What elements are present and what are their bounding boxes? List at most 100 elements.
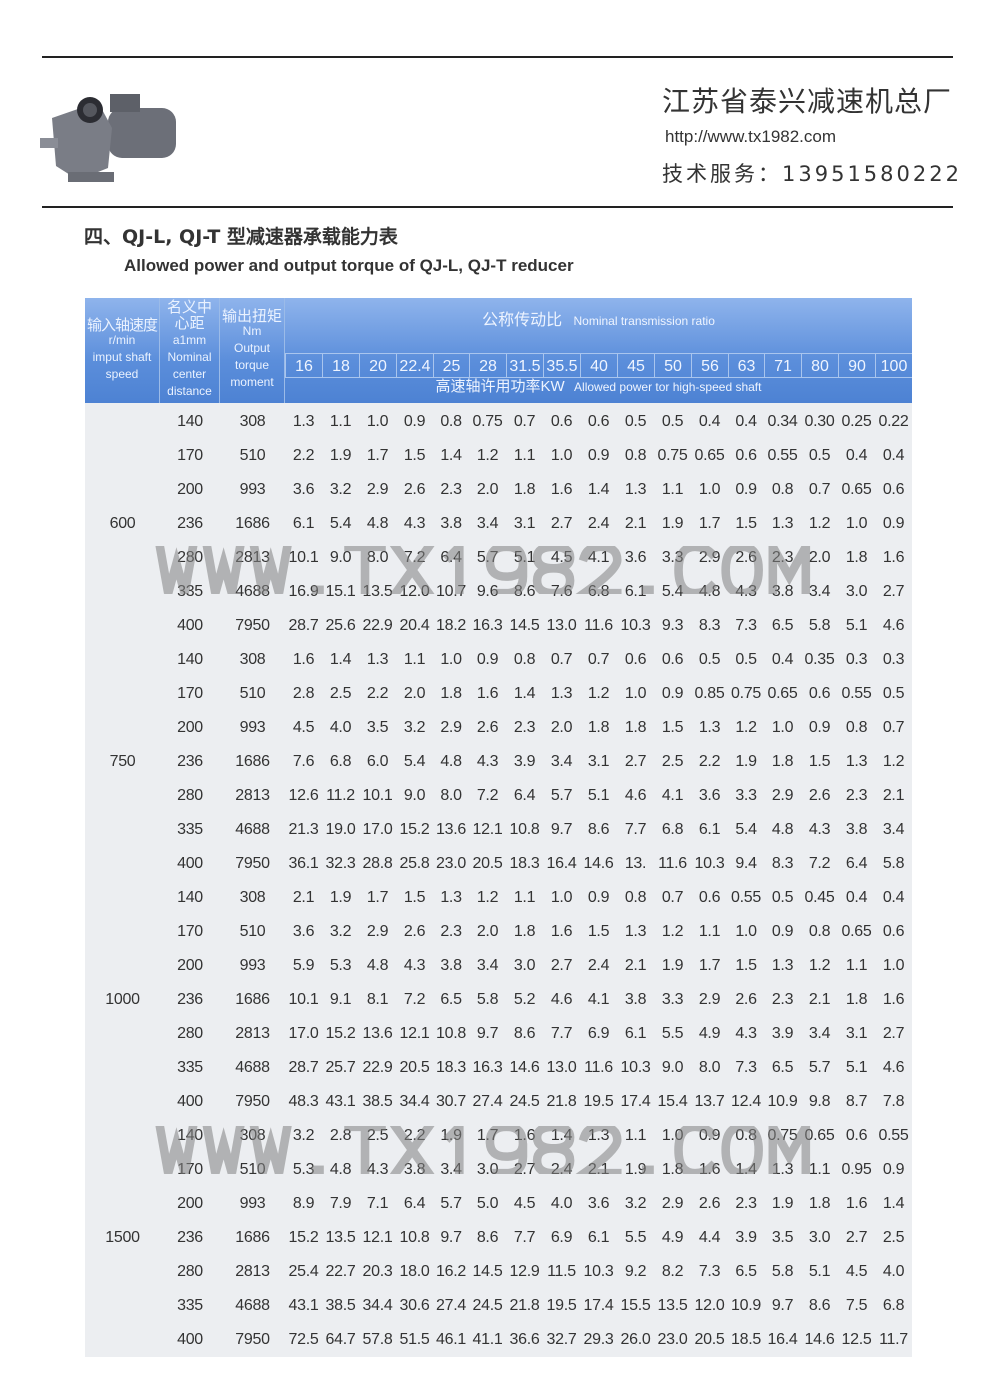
power-cell: 0.65 <box>804 1127 835 1144</box>
website-link[interactable]: http://www.tx1982.com <box>665 127 837 146</box>
top-rule <box>42 56 953 58</box>
power-cell: 25.4 <box>288 1263 319 1280</box>
power-cell: 8.1 <box>366 991 389 1008</box>
power-cell: 0.8 <box>440 413 462 430</box>
header-text: speed <box>105 367 139 381</box>
power-cell: 2.4 <box>550 1161 573 1178</box>
power-cell: 6.4 <box>513 787 536 804</box>
power-cell: 10.3 <box>620 617 651 634</box>
power-cell: 3.4 <box>550 753 573 770</box>
header-text: moment <box>230 375 274 389</box>
power-cell: 1.9 <box>440 1127 462 1144</box>
power-cell: 5.1 <box>845 1059 868 1076</box>
power-cell: 17.4 <box>620 1093 651 1110</box>
power-cell: 1.5 <box>808 753 831 770</box>
power-cell: 2.1 <box>292 889 315 906</box>
header-center-distance: 名义中 心距 a1mm Nominal center distance <box>160 298 220 403</box>
power-cell: 4.9 <box>661 1229 684 1246</box>
power-cell: 15.5 <box>620 1297 651 1314</box>
power-cell: 6.9 <box>587 1025 610 1042</box>
power-cell: 9.3 <box>661 617 684 634</box>
power-cell: 13. <box>624 855 647 872</box>
power-cell: 0.55 <box>878 1127 909 1144</box>
power-cell: 1.5 <box>661 719 684 736</box>
power-cell: 7.3 <box>735 1059 757 1076</box>
center-distance-cell: 170 <box>177 685 203 702</box>
power-cell: 5.0 <box>476 1195 499 1212</box>
power-cell: 0.6 <box>698 889 721 906</box>
power-cell: 21.3 <box>288 821 319 838</box>
power-cell: 0.4 <box>735 413 757 430</box>
power-cell: 5.7 <box>440 1195 462 1212</box>
torque-cell: 308 <box>239 651 266 668</box>
power-cell: 0.9 <box>808 719 831 736</box>
power-cell: 51.5 <box>399 1331 430 1348</box>
power-cell: 2.3 <box>845 787 868 804</box>
power-cell: 10.1 <box>288 991 319 1008</box>
center-distance-cell: 200 <box>177 719 203 736</box>
power-cell: 2.6 <box>735 991 757 1008</box>
power-cell: 1.8 <box>661 1161 684 1178</box>
power-cell: 17.4 <box>583 1297 614 1314</box>
power-cell: 0.4 <box>845 447 868 464</box>
power-cell: 3.9 <box>513 753 536 770</box>
ratio-header-cell: 71 <box>764 353 801 378</box>
power-cell: 4.3 <box>808 821 831 838</box>
power-cell: 0.65 <box>841 481 872 498</box>
power-cell: 4.5 <box>550 549 573 566</box>
power-cell: 4.3 <box>403 515 426 532</box>
power-cell: 10.1 <box>288 549 319 566</box>
power-cell: 2.1 <box>587 1161 610 1178</box>
ratio-header-cell: 63 <box>728 353 764 378</box>
power-cell: 7.7 <box>624 821 647 838</box>
torque-cell: 7950 <box>235 855 270 872</box>
power-cell: 3.3 <box>661 549 684 566</box>
power-cell: 0.3 <box>882 651 905 668</box>
power-cell: 15.2 <box>399 821 430 838</box>
center-distance-cell: 170 <box>177 1161 203 1178</box>
power-cell: 0.7 <box>808 481 831 498</box>
center-distance-cell: 335 <box>177 1059 203 1076</box>
power-cell: 0.35 <box>804 651 835 668</box>
power-cell: 1.0 <box>698 481 721 498</box>
power-cell: 0.7 <box>587 651 610 668</box>
power-cell: 20.5 <box>472 855 503 872</box>
power-cell: 14.5 <box>509 617 540 634</box>
power-cell: 5.3 <box>292 1161 315 1178</box>
power-cell: 8.6 <box>587 821 610 838</box>
power-cell: 1.2 <box>735 719 757 736</box>
power-cell: 48.3 <box>288 1093 319 1110</box>
power-cell: 1.1 <box>513 889 536 906</box>
power-cell: 1.0 <box>735 923 757 940</box>
power-cell: 27.4 <box>472 1093 503 1110</box>
power-cell: 2.4 <box>587 957 610 974</box>
power-cell: 3.8 <box>624 991 647 1008</box>
power-cell: 9.0 <box>661 1059 684 1076</box>
power-cell: 1.4 <box>735 1161 757 1178</box>
power-cell: 10.8 <box>399 1229 430 1246</box>
power-cell: 6.1 <box>587 1229 610 1246</box>
power-cell: 5.8 <box>882 855 905 872</box>
power-cell: 3.8 <box>771 583 794 600</box>
power-cell: 11.2 <box>326 787 355 804</box>
power-cell: 1.5 <box>735 957 757 974</box>
power-cell: 3.0 <box>513 957 536 974</box>
torque-cell: 1686 <box>235 753 270 770</box>
power-cell: 1.7 <box>366 447 389 464</box>
power-cell: 5.8 <box>476 991 499 1008</box>
power-cell: 10.8 <box>436 1025 466 1042</box>
center-distance-cell: 140 <box>177 651 203 668</box>
power-cell: 3.8 <box>845 821 868 838</box>
torque-cell: 4688 <box>235 821 270 838</box>
input-speed-cell: 1000 <box>105 991 140 1008</box>
ratio-title-en: Nominal transmission ratio <box>573 314 715 328</box>
power-cell: 4.3 <box>735 1025 757 1042</box>
power-cell: 7.3 <box>698 1263 721 1280</box>
power-cell: 5.7 <box>808 1059 831 1076</box>
power-cell: 2.7 <box>624 753 647 770</box>
power-cell: 46.1 <box>436 1331 466 1348</box>
torque-cell: 4688 <box>235 1297 270 1314</box>
power-cell: 12.1 <box>399 1025 430 1042</box>
power-cell: 8.7 <box>845 1093 868 1110</box>
power-cell: 0.8 <box>513 651 536 668</box>
